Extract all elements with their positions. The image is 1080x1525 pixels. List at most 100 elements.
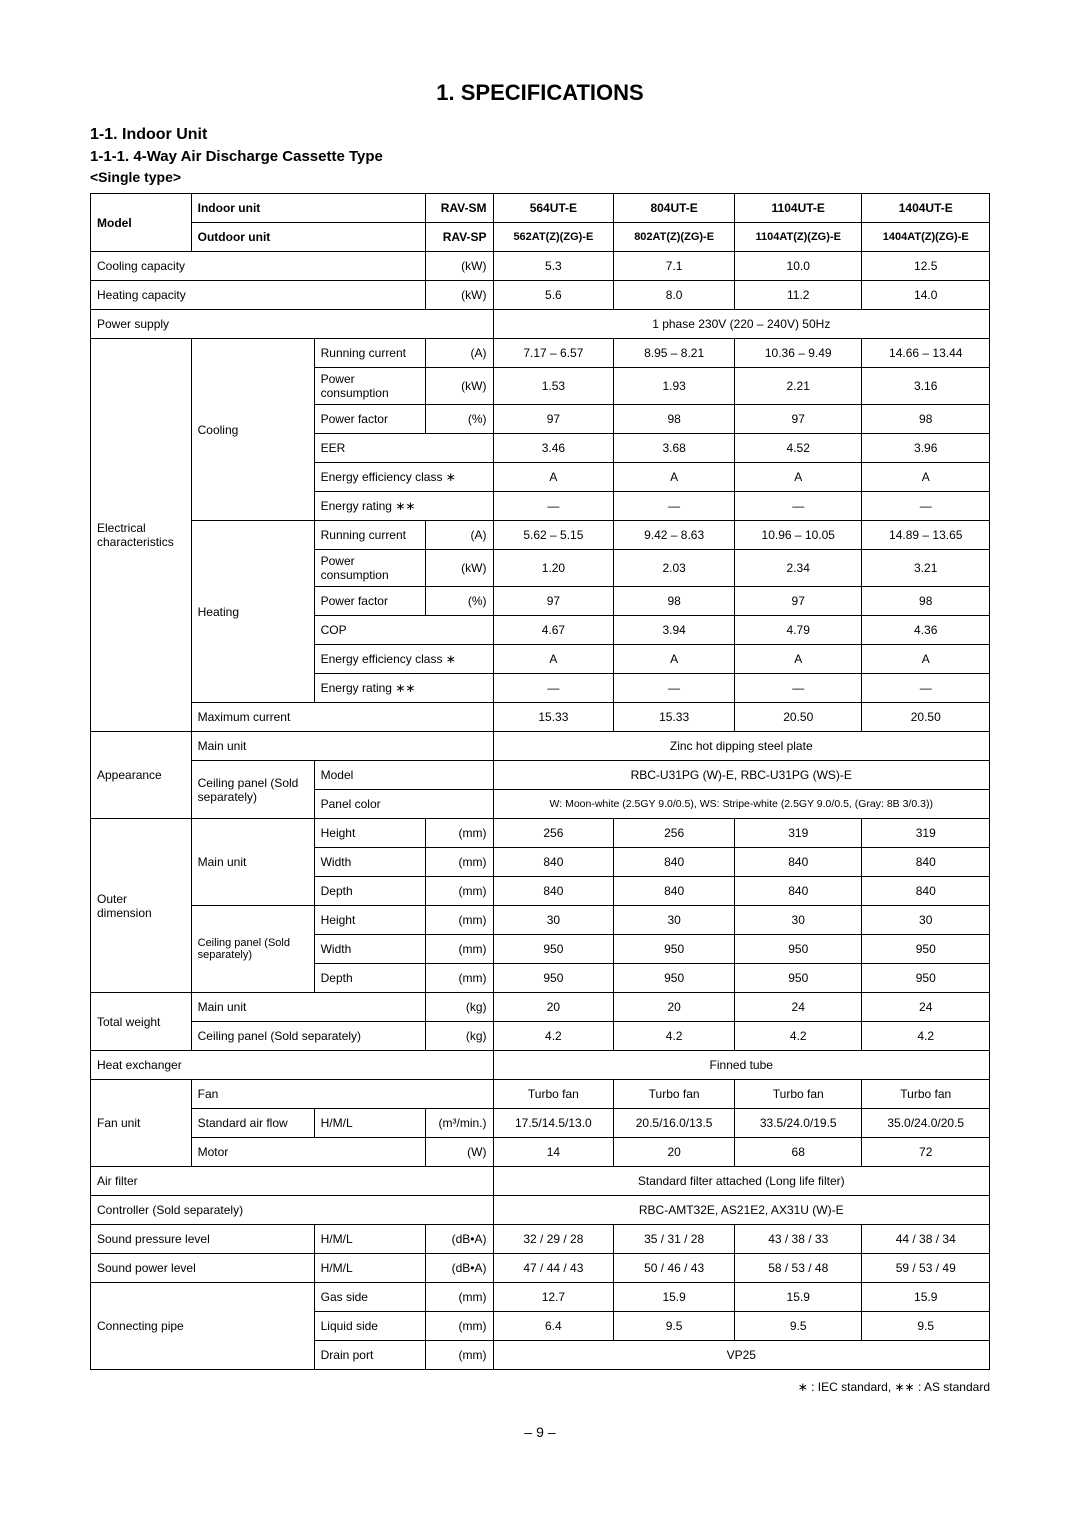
val: 97: [493, 587, 614, 616]
table-row: Connecting pipe Gas side (mm) 12.7 15.9 …: [91, 1283, 990, 1312]
unit: (mm): [426, 1341, 493, 1370]
val: 7.1: [614, 252, 735, 281]
val: 14.89 – 13.65: [862, 521, 990, 550]
val: 840: [493, 877, 614, 906]
label: Main unit: [191, 993, 426, 1022]
val: Standard filter attached (Long life filt…: [493, 1167, 990, 1196]
label: Depth: [314, 877, 426, 906]
val: 5.3: [493, 252, 614, 281]
val: 840: [493, 848, 614, 877]
val: 319: [862, 819, 990, 848]
table-row: Cooling capacity (kW) 5.3 7.1 10.0 12.5: [91, 252, 990, 281]
val: 32 / 29 / 28: [493, 1225, 614, 1254]
label: Height: [314, 819, 426, 848]
val: 50 / 46 / 43: [614, 1254, 735, 1283]
unit: (%): [426, 405, 493, 434]
val: 97: [735, 405, 862, 434]
table-row: Sound pressure level H/M/L (dB•A) 32 / 2…: [91, 1225, 990, 1254]
table-row: Motor (W) 14 20 68 72: [91, 1138, 990, 1167]
label: Motor: [191, 1138, 426, 1167]
table-row: Ceiling panel (Sold separately) Height (…: [91, 906, 990, 935]
unit: (mm): [426, 964, 493, 993]
label: Fan: [191, 1080, 493, 1109]
val: 256: [493, 819, 614, 848]
label: Power factor: [314, 587, 426, 616]
val: 840: [862, 877, 990, 906]
unit: (mm): [426, 848, 493, 877]
val: 15.9: [614, 1283, 735, 1312]
val: 950: [735, 964, 862, 993]
val: A: [614, 645, 735, 674]
label: Energy efficiency class ∗: [314, 645, 493, 674]
sub-label: H/M/L: [314, 1225, 426, 1254]
val: 10.0: [735, 252, 862, 281]
table-row: Fan unit Fan Turbo fan Turbo fan Turbo f…: [91, 1080, 990, 1109]
power-supply-label: Power supply: [91, 310, 494, 339]
val: 950: [735, 935, 862, 964]
table-row: Air filter Standard filter attached (Lon…: [91, 1167, 990, 1196]
val: 4.2: [614, 1022, 735, 1051]
label: Sound power level: [91, 1254, 315, 1283]
val: 319: [735, 819, 862, 848]
cooling-label: Cooling: [191, 339, 314, 521]
val: 47 / 44 / 43: [493, 1254, 614, 1283]
hdr-ravsp: RAV-SP: [426, 223, 493, 252]
val: A: [862, 463, 990, 492]
val: 58 / 53 / 48: [735, 1254, 862, 1283]
air-filter-label: Air filter: [91, 1167, 494, 1196]
label: EER: [314, 434, 493, 463]
hdr-out2: 802AT(Z)(ZG)-E: [614, 223, 735, 252]
val: 4.36: [862, 616, 990, 645]
val: 20.5/16.0/13.5: [614, 1109, 735, 1138]
hdr-out3: 1104AT(Z)(ZG)-E: [735, 223, 862, 252]
val: 97: [735, 587, 862, 616]
val: 840: [735, 877, 862, 906]
val: 5.62 – 5.15: [493, 521, 614, 550]
val: —: [862, 674, 990, 703]
total-weight-label: Total weight: [91, 993, 192, 1051]
page-title: 1. SPECIFICATIONS: [90, 80, 990, 106]
val: 33.5/24.0/19.5: [735, 1109, 862, 1138]
main-unit-label: Main unit: [191, 732, 493, 761]
label: Running current: [314, 521, 426, 550]
val: 3.21: [862, 550, 990, 587]
val: —: [614, 492, 735, 521]
val: 9.5: [862, 1312, 990, 1341]
unit: (mm): [426, 1283, 493, 1312]
val: —: [735, 492, 862, 521]
val: A: [735, 645, 862, 674]
val: 950: [614, 964, 735, 993]
unit: (kW): [426, 368, 493, 405]
val: 30: [735, 906, 862, 935]
val: 24: [735, 993, 862, 1022]
table-row: Heating Running current (A) 5.62 – 5.15 …: [91, 521, 990, 550]
hdr-out4: 1404AT(Z)(ZG)-E: [862, 223, 990, 252]
table-row: Electrical characteristics Cooling Runni…: [91, 339, 990, 368]
val: 3.96: [862, 434, 990, 463]
spec-table: Model Indoor unit RAV-SM 564UT-E 804UT-E…: [90, 193, 990, 1370]
val: —: [493, 492, 614, 521]
table-row: Heat exchanger Finned tube: [91, 1051, 990, 1080]
label: Depth: [314, 964, 426, 993]
hdr-in3: 1104UT-E: [735, 194, 862, 223]
val: 8.95 – 8.21: [614, 339, 735, 368]
unit: (mm): [426, 935, 493, 964]
main-unit-val: Zinc hot dipping steel plate: [493, 732, 990, 761]
outer-dim-label: Outer dimension: [91, 819, 192, 993]
table-row: Outdoor unit RAV-SP 562AT(Z)(ZG)-E 802AT…: [91, 223, 990, 252]
val: —: [862, 492, 990, 521]
label: COP: [314, 616, 493, 645]
val: 35 / 31 / 28: [614, 1225, 735, 1254]
table-row: Maximum current 15.33 15.33 20.50 20.50: [91, 703, 990, 732]
val: —: [493, 674, 614, 703]
val: 950: [493, 964, 614, 993]
label: Liquid side: [314, 1312, 426, 1341]
val: 30: [614, 906, 735, 935]
val: 4.79: [735, 616, 862, 645]
controller-label: Controller (Sold separately): [91, 1196, 494, 1225]
val: 950: [614, 935, 735, 964]
val: 6.4: [493, 1312, 614, 1341]
val: 4.2: [493, 1022, 614, 1051]
hdr-model: Model: [91, 194, 192, 252]
val: 15.9: [862, 1283, 990, 1312]
